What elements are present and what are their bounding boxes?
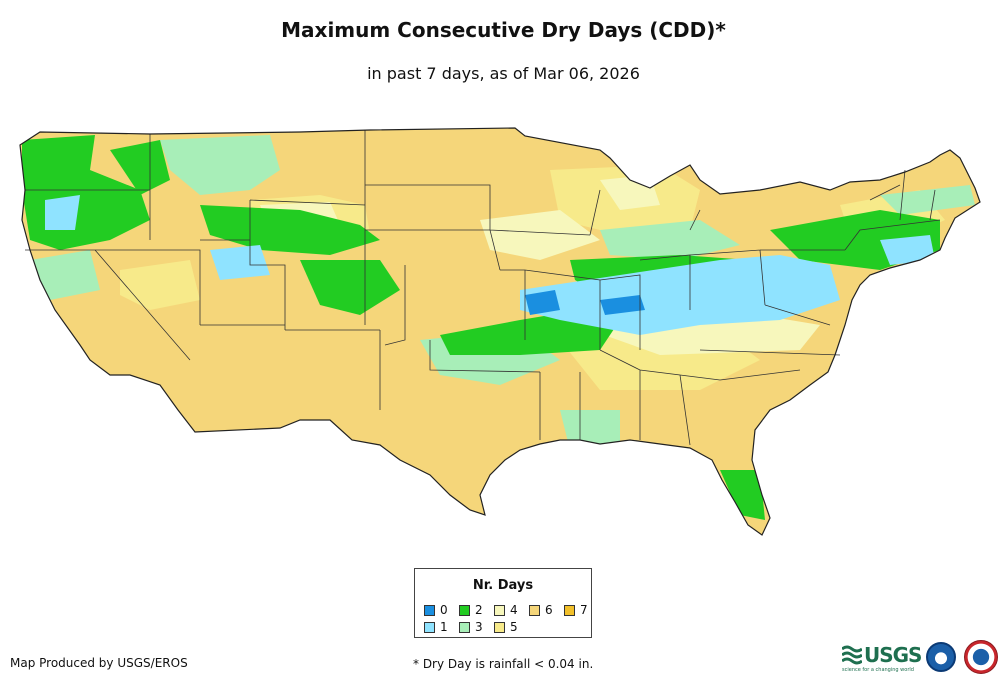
usgs-tagline: science for a changing world [842,667,914,673]
legend-item-7: 7 [564,603,599,617]
map-title: Maximum Consecutive Dry Days (CDD)* [281,18,726,42]
legend-swatch [494,621,505,633]
credit-text: Map Produced by USGS/EROS [10,656,188,670]
state-borders [25,130,941,446]
legend-swatch [424,604,435,616]
usgs-wordmark: USGS [864,643,922,667]
legend-item-0: 0 [424,603,459,617]
legend-item-4: 4 [494,603,529,617]
agency-logos: USGS science for a changing world [842,640,1002,680]
legend: Nr. Days 0 2 4 6 7 1 3 5 [414,568,592,638]
legend-label: 6 [545,603,553,617]
us-dry-days-map [19,127,981,536]
legend-label: 0 [440,603,448,617]
legend-swatch [529,604,540,616]
usgs-logo: USGS science for a changing world [842,643,922,673]
legend-swatch [424,621,435,633]
legend-title: Nr. Days [472,578,534,593]
legend-label: 7 [580,603,588,617]
noaa-logo-icon [926,642,956,672]
legend-label: 3 [475,620,483,634]
legend-item-3: 3 [459,620,494,634]
legend-item-5: 5 [494,620,529,634]
nws-logo-icon [964,640,998,674]
legend-item-2: 2 [459,603,494,617]
footnote-text: * Dry Day is rainfall < 0.04 in. [413,657,594,671]
legend-swatch [459,621,470,633]
legend-label: 1 [440,620,448,634]
legend-swatch [459,604,470,616]
legend-label: 2 [475,603,483,617]
legend-items: 0 2 4 6 7 1 3 5 [424,603,589,634]
legend-item-6: 6 [529,603,564,617]
usgs-wave-icon [842,645,862,665]
legend-swatch [494,604,505,616]
legend-label: 5 [510,620,518,634]
legend-swatch [564,604,575,616]
legend-label: 4 [510,603,518,617]
map-subtitle: in past 7 days, as of Mar 06, 2026 [367,64,640,83]
legend-item-1: 1 [424,620,459,634]
